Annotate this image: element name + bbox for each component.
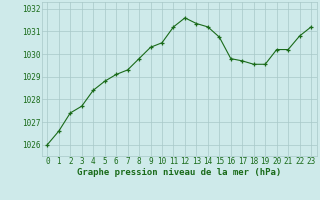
X-axis label: Graphe pression niveau de la mer (hPa): Graphe pression niveau de la mer (hPa) — [77, 168, 281, 177]
